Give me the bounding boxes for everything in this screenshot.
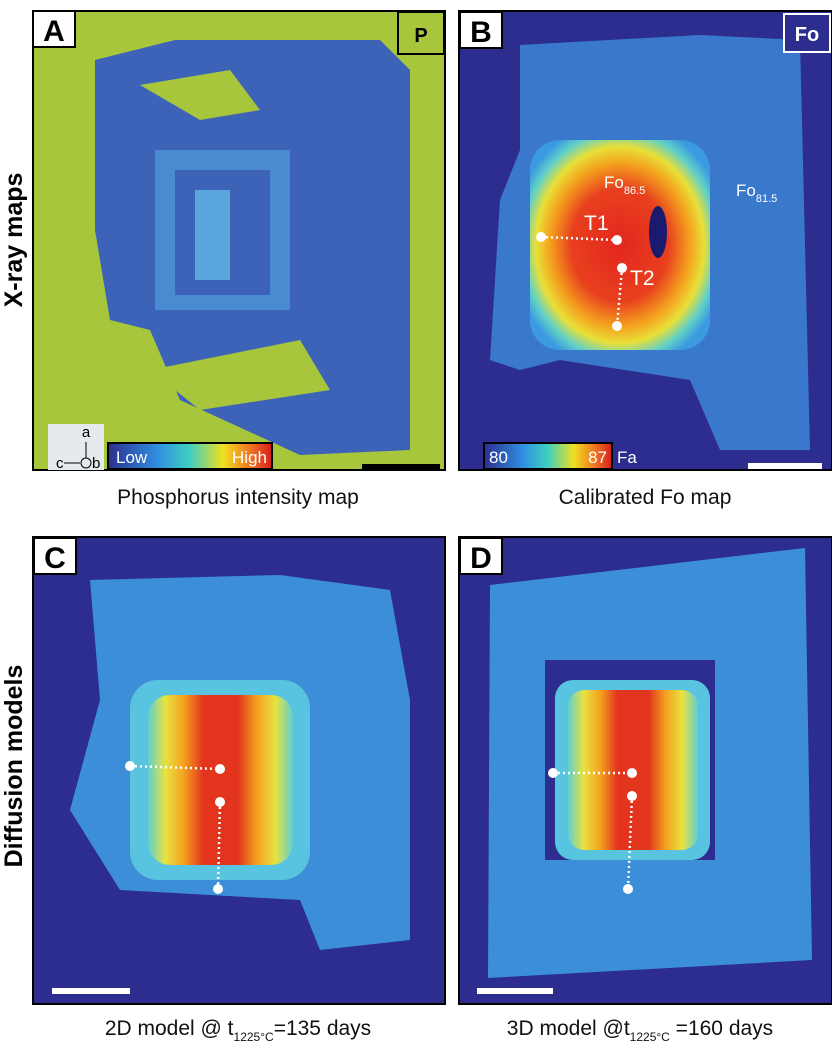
- traverse-point: [623, 884, 633, 894]
- caption-text: 2D model @ t: [105, 1017, 234, 1040]
- caption-text: =160 days: [670, 1017, 773, 1040]
- traverse-point: [536, 232, 546, 242]
- traverse-point: [612, 321, 622, 331]
- colorbar-high: 87: [588, 448, 607, 467]
- scale-bar: [477, 988, 553, 994]
- crystal-core: [195, 190, 230, 280]
- annotation: T2: [630, 267, 655, 290]
- caption-sub: 1225°C: [234, 1030, 274, 1043]
- traverse-point: [215, 797, 225, 807]
- hot-core: [530, 140, 710, 350]
- axis-label: a: [82, 424, 91, 441]
- annotation-sub: 81.5: [756, 193, 777, 205]
- axis-label: c: [56, 455, 64, 472]
- caption: 2D model @ t1225°C=135 days: [105, 1017, 371, 1043]
- panel-a: A P a c b Low High: [33, 11, 445, 472]
- panel-letter: A: [43, 15, 65, 48]
- page: X-ray maps Diffusion models A P a c b Lo…: [0, 0, 832, 1048]
- axis-label: b: [92, 455, 100, 472]
- row-label: X-ray maps: [0, 173, 28, 308]
- traverse-point: [213, 884, 223, 894]
- traverse-point: [612, 235, 622, 245]
- figure: X-ray maps Diffusion models A P a c b Lo…: [0, 0, 832, 1043]
- row-label: Diffusion models: [0, 665, 28, 868]
- hot-core: [148, 695, 293, 865]
- panel-b: B Fo Fo86.5 Fo81.5 T1 T2 80 87 Fa: [459, 11, 832, 470]
- panel-letter: B: [470, 16, 492, 49]
- annotation-base: Fo: [736, 181, 756, 200]
- annotation-sub: 86.5: [624, 185, 645, 197]
- traverse-point: [627, 791, 637, 801]
- caption: Phosphorus intensity map: [117, 486, 359, 509]
- panel-letter: D: [470, 542, 492, 575]
- colorbar-unit: Fa: [617, 448, 637, 467]
- caption-text: =135 days: [274, 1017, 372, 1040]
- scale-bar: [362, 464, 440, 470]
- caption-text: 3D model @t: [507, 1017, 630, 1040]
- caption: 3D model @t1225°C =160 days: [507, 1017, 773, 1043]
- panel-d: D: [459, 537, 832, 1004]
- traverse-point: [627, 768, 637, 778]
- element-badge-label: Fo: [795, 24, 819, 46]
- traverse-point: [617, 263, 627, 273]
- traverse-point: [548, 768, 558, 778]
- traverse-point: [125, 761, 135, 771]
- traverse-point: [215, 764, 225, 774]
- annotation: T1: [584, 212, 609, 235]
- colorbar-low: Low: [116, 448, 148, 467]
- panel-c: C: [33, 537, 445, 1004]
- element-badge-label: P: [414, 25, 427, 47]
- caption: Calibrated Fo map: [559, 486, 732, 509]
- colorbar-low: 80: [489, 448, 508, 467]
- panel-letter: C: [44, 542, 66, 575]
- scale-bar: [52, 988, 130, 994]
- annotation-base: Fo: [604, 173, 624, 192]
- colorbar-high: High: [232, 448, 267, 467]
- inclusion: [649, 206, 667, 258]
- caption-sub: 1225°C: [630, 1030, 670, 1043]
- scale-bar: [748, 463, 822, 469]
